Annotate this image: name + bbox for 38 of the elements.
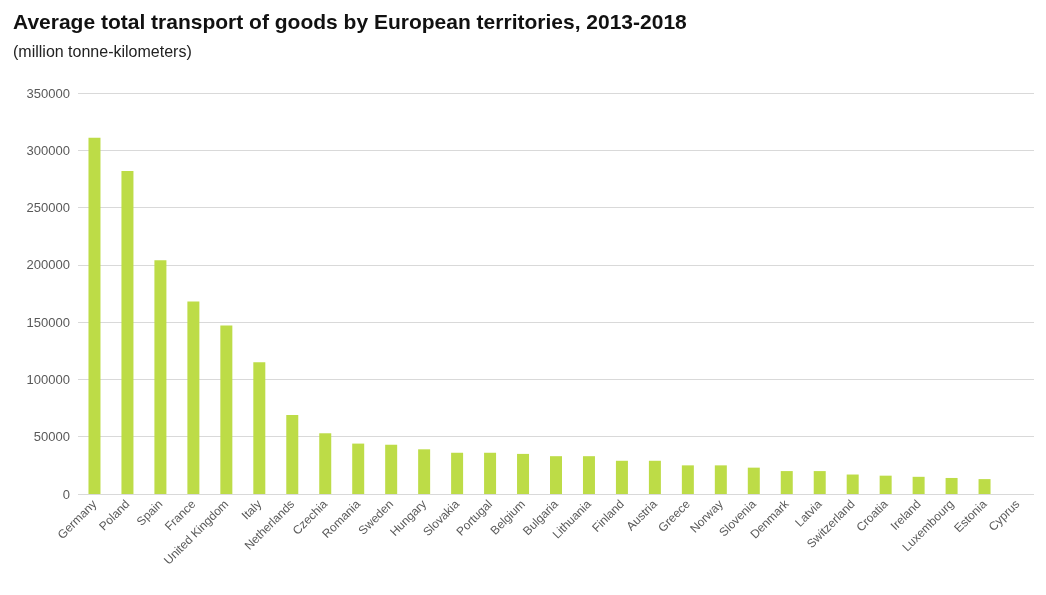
bar	[121, 170, 134, 494]
bar	[648, 460, 661, 494]
bar	[187, 301, 200, 494]
y-tick-label: 300000	[26, 142, 70, 158]
y-tick-label: 200000	[26, 257, 70, 273]
y-tick-label: 250000	[26, 200, 70, 216]
bar	[846, 474, 859, 494]
bar	[747, 467, 760, 494]
bar	[582, 456, 595, 494]
bar	[286, 414, 299, 494]
y-tick-label: 350000	[26, 85, 70, 101]
bar	[780, 471, 793, 494]
y-tick-label: 0	[62, 486, 70, 502]
bar	[253, 362, 266, 494]
bar	[484, 452, 497, 494]
y-tick-label: 50000	[33, 429, 70, 445]
y-tick-label: 150000	[26, 314, 70, 330]
bar	[550, 456, 562, 494]
bar	[352, 443, 365, 494]
bar	[879, 475, 892, 494]
bar	[517, 453, 530, 494]
bar	[88, 137, 101, 494]
bar	[615, 460, 628, 494]
chart-title: Average total transport of goods by European territories, 2013-2018	[13, 10, 688, 33]
bar	[945, 477, 958, 494]
bar	[385, 444, 398, 494]
bar	[714, 465, 727, 494]
bar	[912, 476, 925, 494]
chart-subtitle: (million tonne-kilometers)	[13, 42, 192, 60]
bar	[154, 260, 167, 494]
bar	[813, 471, 826, 494]
bar	[220, 325, 233, 494]
bar	[681, 465, 694, 494]
bar	[319, 433, 332, 494]
bar	[978, 479, 991, 494]
bar	[451, 452, 464, 494]
y-tick-label: 100000	[26, 371, 70, 387]
bar	[418, 449, 431, 494]
